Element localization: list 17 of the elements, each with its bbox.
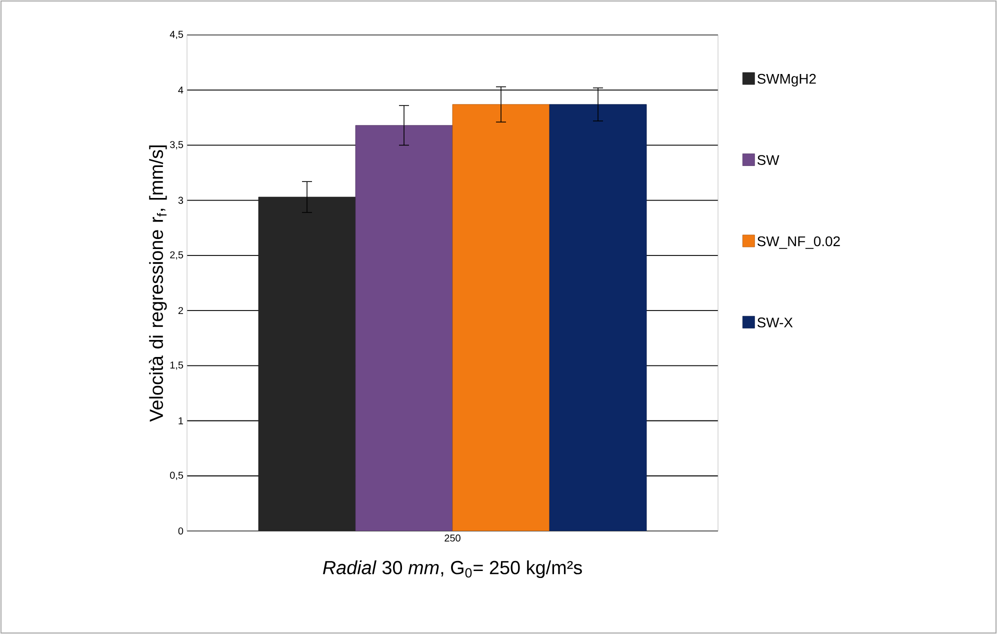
y-tick-label: 3	[178, 196, 184, 204]
y-tick-label: 1,5	[170, 362, 184, 370]
x-axis-title: Radial 30 mm, G$_{0}$= 250 kg/m²s	[322, 560, 582, 578]
y-axis-title: Velocità di regressione r$_{f}$, [mm/s]	[148, 145, 167, 422]
y-tick-label: 2,5	[170, 251, 184, 260]
legend-label: SW-X	[757, 318, 793, 328]
legend-label: SWMgH2	[757, 74, 816, 87]
legend-label: SW_NF_0.02	[757, 236, 840, 249]
y-tick-label: 0	[178, 527, 184, 535]
y-tick-label: 4	[178, 86, 184, 94]
y-tick-label: 0,5	[170, 472, 184, 480]
y-tick-label: 3,5	[170, 141, 184, 150]
y-tick-label: 1	[178, 417, 184, 424]
legend-label: SW	[757, 155, 780, 165]
y-tick-label: 2	[178, 307, 183, 314]
x-tick-label: 250	[444, 534, 460, 542]
y-tick-label: 4,5	[170, 30, 184, 40]
